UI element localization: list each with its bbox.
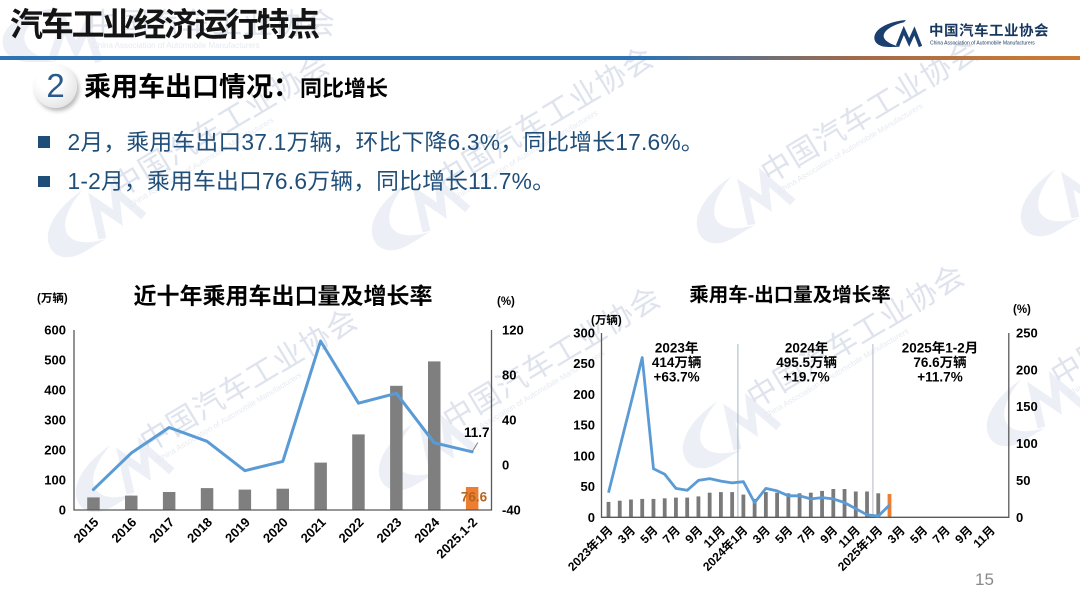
svg-text:3月: 3月 [615, 523, 638, 546]
svg-text:200: 200 [573, 387, 595, 402]
svg-text:2019: 2019 [222, 515, 253, 546]
svg-text:11.7: 11.7 [464, 425, 490, 440]
svg-text:2023: 2023 [373, 515, 404, 546]
svg-text:200: 200 [44, 443, 66, 458]
svg-text:500: 500 [44, 353, 66, 368]
svg-text:7月: 7月 [795, 523, 818, 546]
svg-text:150: 150 [573, 418, 595, 433]
svg-text:414万辆: 414万辆 [652, 355, 702, 370]
svg-text:0: 0 [59, 503, 66, 518]
svg-text:2024: 2024 [411, 514, 443, 546]
svg-text:40: 40 [502, 413, 516, 428]
svg-text:2024年: 2024年 [785, 341, 829, 356]
svg-text:2023年: 2023年 [655, 341, 699, 356]
svg-text:300: 300 [573, 326, 595, 341]
svg-text:100: 100 [1016, 436, 1038, 451]
svg-text:(%): (%) [497, 296, 515, 308]
svg-text:5月: 5月 [772, 523, 795, 546]
svg-text:中国汽车工业协会: 中国汽车工业协会 [929, 23, 1049, 40]
svg-text:3月: 3月 [750, 523, 773, 546]
svg-text:(万辆): (万辆) [591, 314, 622, 327]
svg-text:2025.1-2: 2025.1-2 [433, 515, 480, 562]
svg-text:+63.7%: +63.7% [654, 370, 700, 385]
svg-text:2015: 2015 [70, 515, 101, 546]
svg-text:50: 50 [1016, 473, 1030, 488]
svg-text:近十年乘用车出口量及增长率: 近十年乘用车出口量及增长率 [134, 283, 433, 309]
svg-text:76.6万辆: 76.6万辆 [913, 355, 966, 370]
svg-text:0: 0 [1016, 510, 1023, 525]
svg-text:2023年1月: 2023年1月 [565, 523, 615, 573]
svg-text:5月: 5月 [638, 523, 661, 546]
svg-text:(万辆): (万辆) [37, 292, 68, 305]
svg-text:China Association of Automobil: China Association of Automobile Manufact… [92, 41, 260, 50]
svg-text:120: 120 [502, 323, 524, 338]
svg-text:495.5万辆: 495.5万辆 [776, 355, 837, 370]
svg-text:11月: 11月 [970, 523, 997, 550]
svg-text:0: 0 [502, 458, 509, 473]
svg-text:50: 50 [581, 479, 595, 494]
svg-text:200: 200 [1016, 362, 1038, 377]
svg-text:400: 400 [44, 383, 66, 398]
svg-text:乘用车-出口量及增长率: 乘用车-出口量及增长率 [689, 285, 891, 307]
svg-text:China Association of Automobil: China Association of Automobile Manufact… [930, 41, 1035, 47]
svg-text:7月: 7月 [660, 523, 683, 546]
svg-text:+11.7%: +11.7% [917, 370, 962, 385]
svg-text:250: 250 [1016, 326, 1038, 341]
svg-text:2020: 2020 [260, 515, 291, 546]
svg-text:(%): (%) [1013, 304, 1031, 316]
svg-text:+19.7%: +19.7% [784, 370, 830, 385]
svg-text:150: 150 [1016, 399, 1038, 414]
svg-text:250: 250 [573, 356, 595, 371]
svg-text:100: 100 [573, 448, 595, 463]
svg-text:300: 300 [44, 413, 66, 428]
svg-text:2021: 2021 [298, 515, 329, 546]
svg-text:80: 80 [502, 368, 516, 383]
svg-text:100: 100 [44, 473, 66, 488]
svg-text:600: 600 [44, 323, 66, 338]
svg-text:2022: 2022 [336, 515, 367, 546]
svg-text:7月: 7月 [930, 523, 953, 546]
svg-text:0: 0 [588, 510, 595, 525]
svg-text:3月: 3月 [885, 523, 908, 546]
svg-text:2018: 2018 [184, 515, 215, 546]
svg-text:76.6: 76.6 [461, 490, 488, 505]
svg-text:中国汽车工业协会: 中国汽车工业协会 [88, 8, 336, 41]
svg-text:-40: -40 [502, 503, 521, 518]
svg-text:2016: 2016 [108, 515, 139, 546]
svg-text:5月: 5月 [907, 523, 930, 546]
svg-text:2017: 2017 [146, 515, 177, 546]
svg-text:2025年1-2月: 2025年1-2月 [902, 341, 979, 356]
